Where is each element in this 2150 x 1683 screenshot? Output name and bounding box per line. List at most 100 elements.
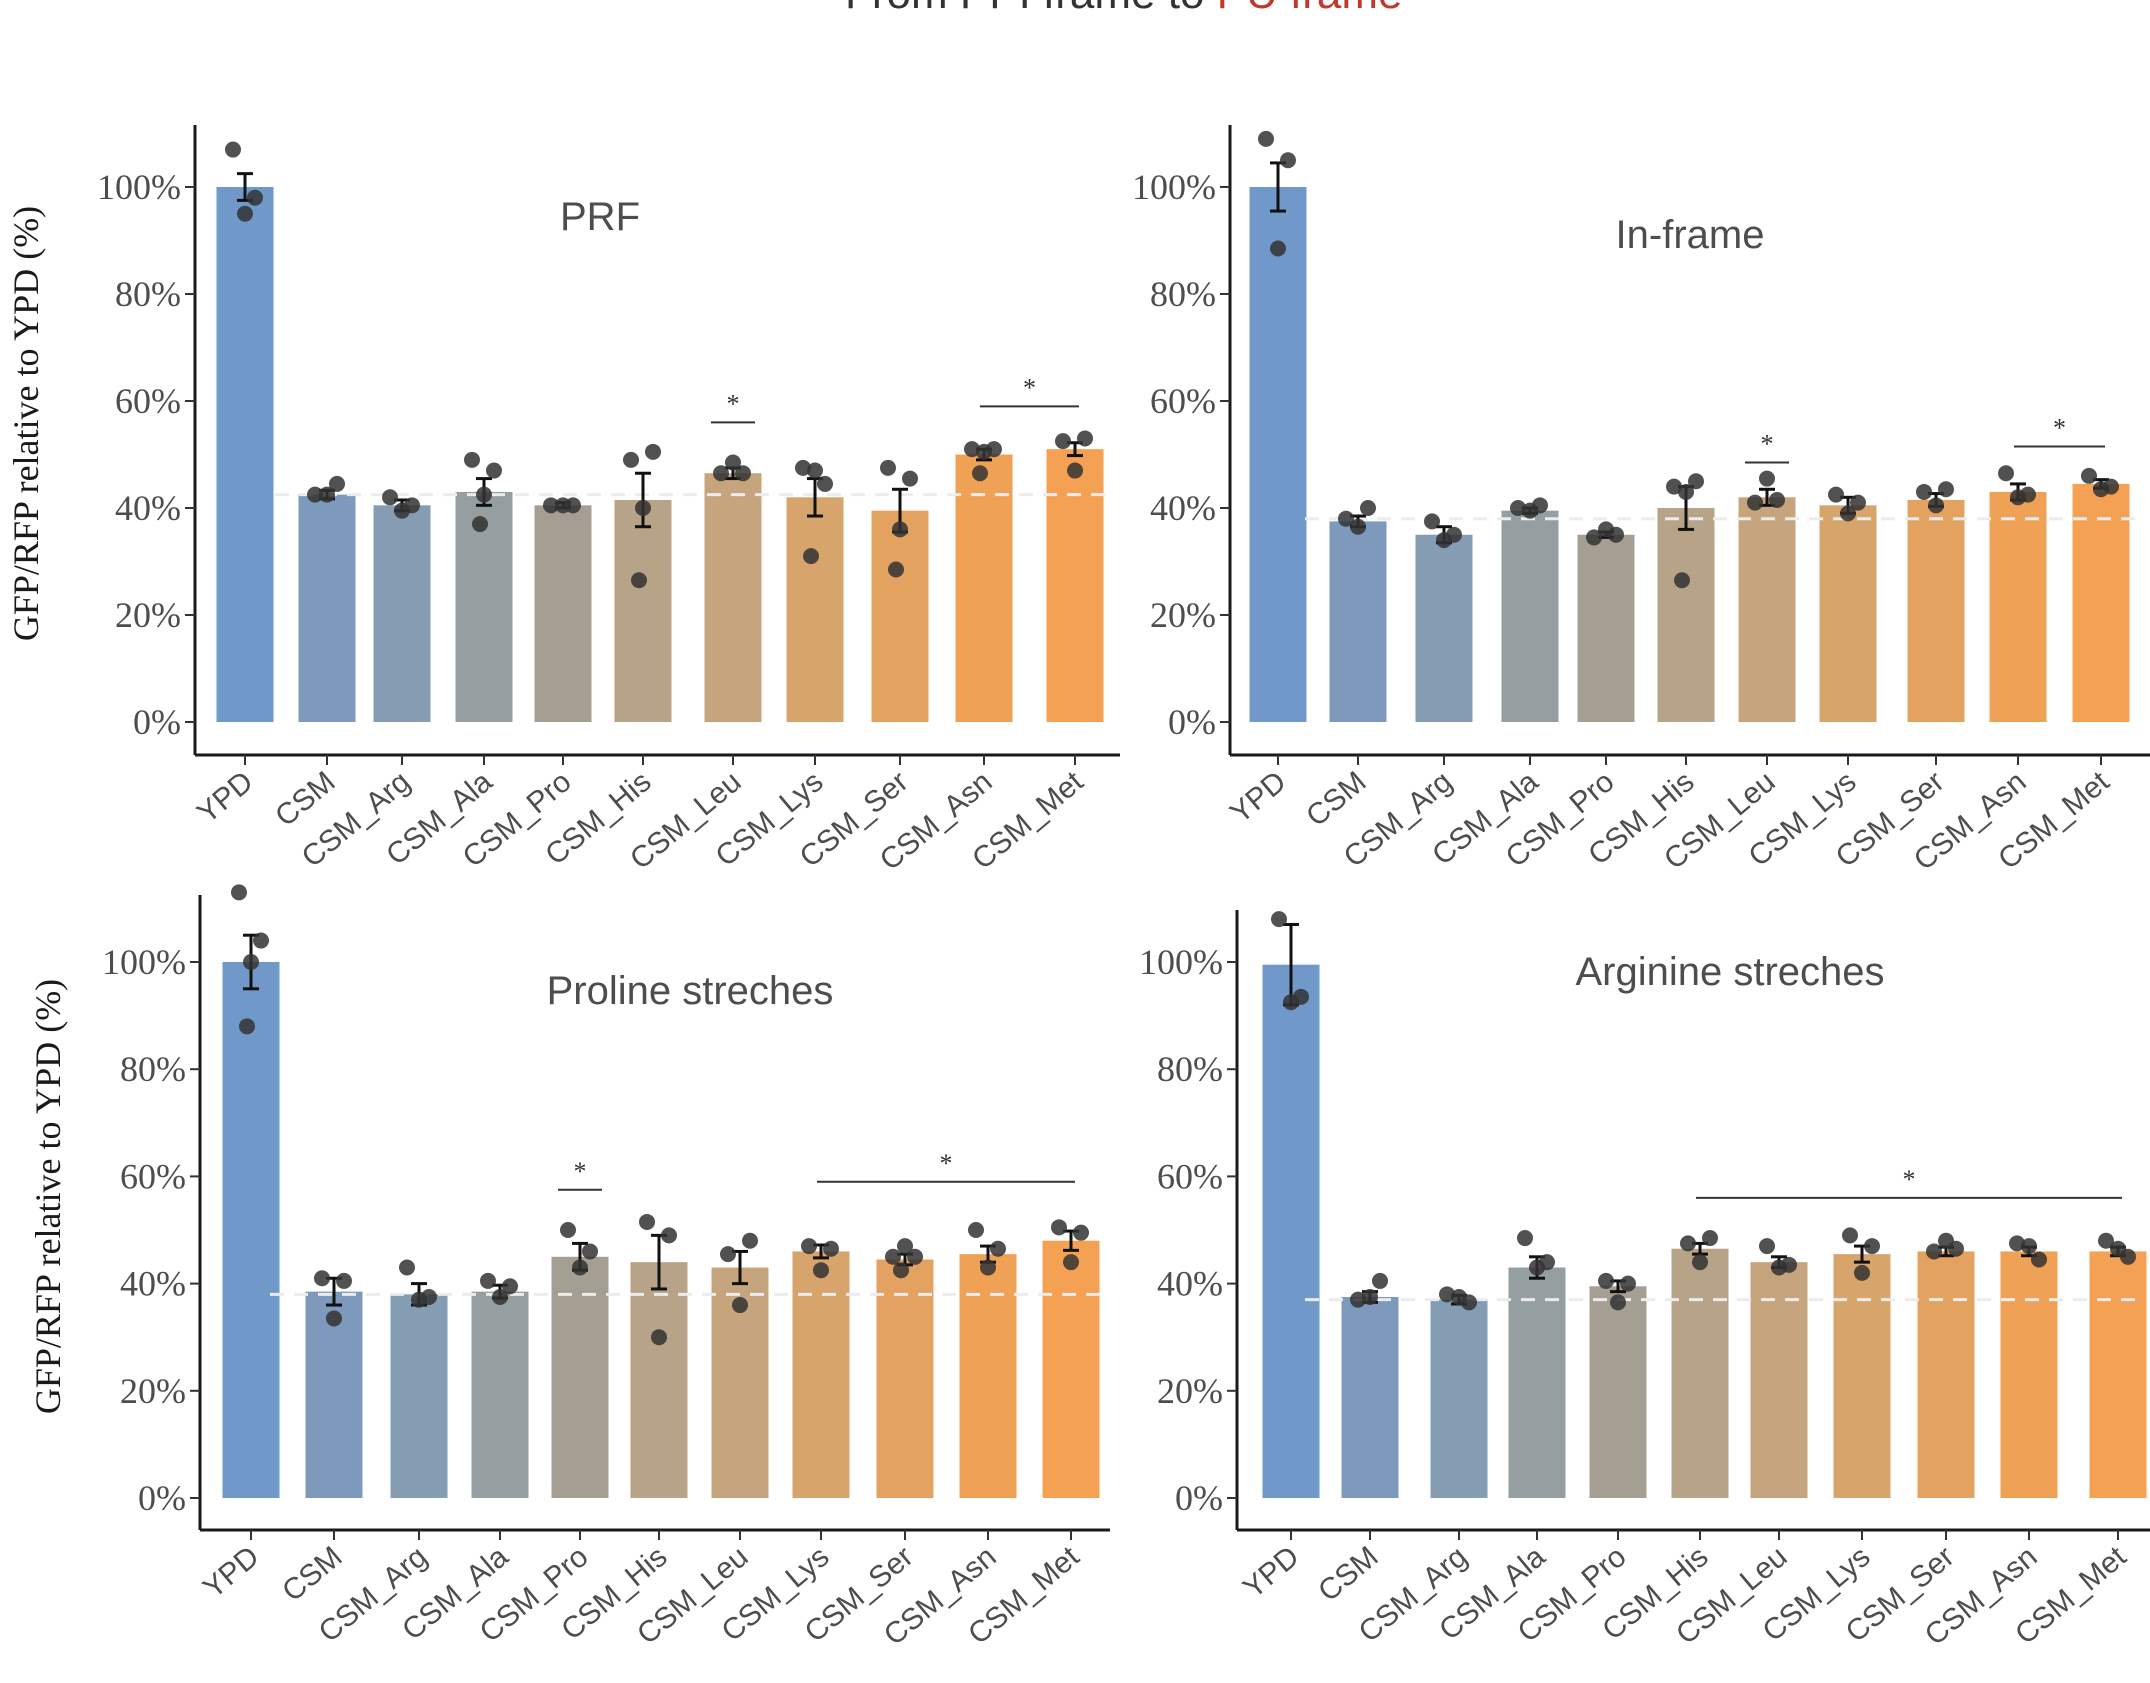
data-point — [486, 462, 502, 479]
y-tick-label: 80% — [115, 274, 181, 314]
data-point — [560, 1222, 576, 1238]
bar — [1917, 1251, 1975, 1498]
data-point — [1439, 1286, 1455, 1303]
data-point — [2093, 481, 2109, 498]
data-point — [1771, 1259, 1787, 1276]
data-point — [1678, 483, 1694, 500]
data-point — [801, 1238, 817, 1255]
data-point — [307, 486, 323, 503]
data-point — [239, 1018, 255, 1035]
error-bar — [635, 471, 651, 529]
bar — [871, 510, 929, 722]
figure-title-prefix: From PPI frame to — [845, 0, 1217, 18]
bar — [1738, 497, 1796, 722]
y-tick-label: 100% — [102, 942, 186, 982]
data-point — [411, 1291, 427, 1308]
y-tick-label: 60% — [120, 1156, 186, 1196]
data-point — [968, 1222, 984, 1238]
data-point — [502, 1278, 518, 1295]
data-point — [1283, 994, 1299, 1011]
bar — [2072, 483, 2130, 722]
y-tick-label: 100% — [97, 167, 181, 207]
data-point — [582, 1243, 598, 1260]
bar — [551, 1256, 609, 1498]
data-point — [1350, 518, 1366, 535]
data-point — [732, 1297, 748, 1314]
bar — [390, 1294, 448, 1498]
data-point — [1073, 1224, 1089, 1241]
data-point — [893, 1262, 909, 1279]
data-point — [1938, 481, 1954, 498]
data-point — [902, 470, 918, 487]
data-point — [651, 1329, 667, 1346]
bar — [2000, 1251, 2058, 1498]
significance-label: * — [574, 1157, 587, 1186]
figure-title-highlight: PU frame — [1217, 0, 1403, 18]
data-point — [1842, 1227, 1858, 1244]
panel-arginine-streches: 0%20%40%60%80%100%YPD CSMCSM_ArgCSM_AlaCS… — [1139, 910, 2150, 1652]
data-point — [635, 500, 651, 516]
data-point — [1586, 529, 1602, 546]
bar — [373, 505, 431, 722]
x-tick-label: YPD — [191, 765, 259, 830]
data-point — [735, 465, 751, 482]
significance-label: * — [727, 389, 740, 418]
data-point — [639, 1213, 655, 1230]
bar — [1249, 187, 1307, 722]
y-tick-label: 40% — [1157, 1264, 1223, 1304]
data-point — [1436, 532, 1452, 549]
bar — [1819, 505, 1877, 722]
data-point — [990, 1240, 1006, 1257]
data-point — [243, 954, 259, 970]
panel-proline-streches: 0%20%40%60%80%100%YPD CSMCSM_ArgCSM_AlaCS… — [28, 884, 1110, 1652]
data-point — [980, 1259, 996, 1276]
data-point — [329, 475, 345, 492]
data-point — [1674, 572, 1690, 589]
data-point — [1271, 911, 1287, 928]
data-point — [795, 459, 811, 476]
data-point — [1840, 505, 1856, 522]
data-point — [1828, 486, 1844, 503]
significance-label: * — [2053, 413, 2066, 442]
bar — [1671, 1248, 1729, 1498]
data-point — [1510, 500, 1526, 516]
data-point — [237, 205, 253, 222]
data-point — [742, 1232, 758, 1249]
bar — [1577, 534, 1635, 722]
bar — [955, 454, 1013, 722]
data-point — [225, 141, 241, 158]
bar — [222, 962, 280, 1498]
data-point — [1372, 1272, 1388, 1289]
data-point — [976, 443, 992, 460]
panel-prf: 0%20%40%60%80%100%YPD CSMCSM_ArgCSM_AlaCS… — [6, 125, 1120, 877]
x-tick-label: CSM — [1300, 765, 1372, 833]
bar — [1046, 449, 1104, 722]
data-point — [1854, 1264, 1870, 1281]
data-point — [1522, 502, 1538, 519]
data-point — [399, 1259, 415, 1276]
data-point — [892, 521, 908, 538]
x-tick-label: CSM — [1312, 1540, 1384, 1608]
y-tick-label: 80% — [1157, 1049, 1223, 1089]
panel-title: Proline streches — [547, 969, 834, 1013]
panel-in-frame: 0%20%40%60%80%100%YPD CSMCSM_ArgCSM_AlaCS… — [1132, 125, 2150, 877]
bar — [1508, 1267, 1566, 1498]
data-point — [1350, 1291, 1366, 1308]
data-point — [1926, 1243, 1942, 1260]
y-tick-label: 0% — [133, 702, 181, 742]
bar — [1907, 499, 1965, 722]
significance-label: * — [1903, 1165, 1916, 1194]
data-point — [1769, 491, 1785, 508]
data-point — [1928, 497, 1944, 514]
data-point — [572, 1259, 588, 1276]
data-point — [464, 451, 480, 468]
bar — [1657, 508, 1715, 722]
bar — [959, 1254, 1017, 1498]
y-tick-label: 100% — [1139, 942, 1223, 982]
y-axis-label: GFP/RFP relative to YPD (%) — [6, 206, 46, 641]
data-point — [803, 548, 819, 565]
data-point — [314, 1270, 330, 1287]
data-point — [1998, 465, 2014, 482]
data-point — [807, 462, 823, 479]
